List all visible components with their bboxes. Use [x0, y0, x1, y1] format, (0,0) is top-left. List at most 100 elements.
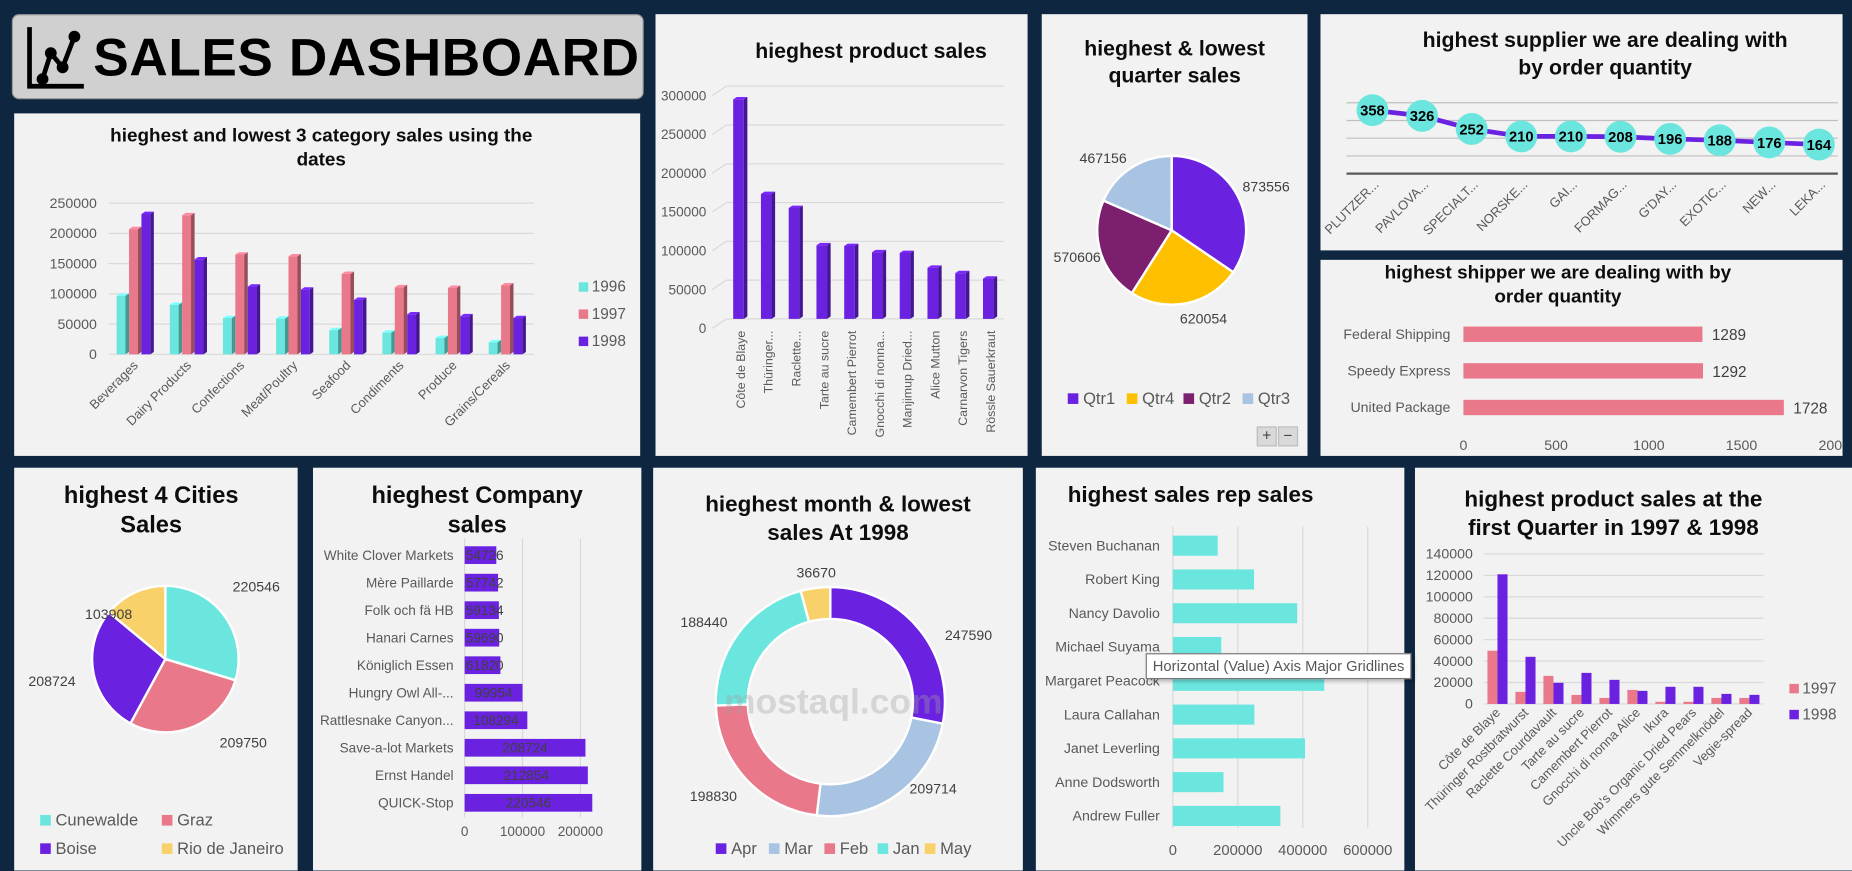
legend-swatch [924, 843, 936, 854]
y-category-label: Rattlesnake Canyon... [320, 713, 454, 728]
x-tick-label: 200000 [1213, 843, 1262, 859]
legend-label: 1997 [1802, 680, 1836, 697]
x-category-label: Raclette... [790, 331, 804, 387]
bar-side [178, 302, 183, 355]
cities-sales-chart[interactable]: highest 4 Cities Sales 220546 209750 20872… [14, 467, 298, 871]
y-tick-label: 200000 [50, 226, 97, 242]
legend-label: Qtr4 [1142, 389, 1174, 408]
bar [464, 738, 586, 757]
category-sales-chart[interactable]: hieghest and lowest 3 category sales usi… [14, 113, 641, 456]
quarter-sales-chart[interactable]: hieghest & lowest quarter sales 873556 62… [1041, 14, 1308, 456]
bar-value [871, 252, 883, 319]
legend-swatch [768, 843, 780, 854]
company-sales-chart[interactable]: hieghest Company sales 0 100000 200000 Whit… [312, 467, 642, 871]
chart-title-line: hieghest Company [371, 483, 583, 510]
data-label: 570606 [1054, 250, 1101, 266]
bar [464, 546, 497, 564]
bar-value [816, 245, 828, 319]
bar-top [955, 270, 970, 274]
bar [1172, 704, 1255, 725]
bar-top [460, 313, 473, 317]
bar-top [141, 211, 154, 215]
bar-1997 [1515, 691, 1526, 704]
x-category-label: FORMAG... [1571, 177, 1630, 236]
bar-side [403, 284, 408, 355]
data-point-marker [1703, 124, 1736, 157]
chart-title-line: quarter sales [1108, 63, 1241, 87]
bar-1998 [1721, 693, 1732, 704]
chart-title-line: order quantity [1494, 287, 1622, 308]
month-sales-chart[interactable]: hieghest month & lowest sales At 1998 24… [653, 467, 1023, 871]
bar-side [743, 97, 748, 319]
legend-swatch [161, 814, 173, 826]
bar-top [816, 242, 831, 246]
bar-top [407, 312, 420, 315]
x-category-label: Condiments [347, 357, 407, 417]
bar [464, 656, 501, 675]
x-category-label: Camembert Pierrot [845, 330, 859, 435]
legend-swatch [578, 309, 589, 319]
bar-1997 [447, 287, 457, 355]
bar-1998 [141, 214, 151, 355]
y-category-label: Janet Leverling [1064, 741, 1160, 757]
data-label: 1289 [1712, 327, 1746, 344]
y-tick-label: 100000 [661, 244, 707, 259]
bar-top [871, 249, 887, 253]
bar-1997 [288, 256, 298, 355]
product-sales-chart[interactable]: hieghest product sales 0 50000 100000 15000… [655, 14, 1028, 456]
y-category-label: Speedy Express [1347, 364, 1450, 380]
bar [1172, 535, 1218, 556]
data-label: 1292 [1712, 364, 1746, 381]
bar-side [231, 315, 236, 355]
data-label: 57742 [466, 575, 504, 590]
gridline-skew [711, 124, 727, 135]
x-tick-label: 1500 [1726, 438, 1758, 454]
y-tick-label: 300000 [661, 88, 707, 103]
chart-title: highest supplier we are dealing with by … [1368, 27, 1843, 80]
y-category-label: United Package [1350, 400, 1450, 416]
data-label: 212854 [504, 768, 550, 783]
legend-swatch [1126, 393, 1138, 404]
chart-title: highest shipper we are dealing with by o… [1320, 262, 1842, 309]
legend-swatch [578, 282, 589, 292]
slice-boise [91, 610, 167, 726]
bar-1997 [182, 215, 192, 355]
data-label: 210 [1559, 130, 1584, 146]
bar-1997 [1543, 675, 1554, 704]
supplier-chart[interactable]: highest supplier we are dealing with by … [1320, 14, 1843, 251]
data-label: 1728 [1793, 400, 1827, 417]
bar-side [137, 226, 142, 355]
bar-top [341, 271, 355, 274]
bar-1998 [1665, 686, 1676, 704]
chart-title-line: sales At 1998 [767, 520, 909, 546]
x-category-label: NORSKE... [1473, 177, 1530, 234]
bar-side [444, 335, 448, 355]
chart-title-line: Sales [120, 512, 183, 539]
bar-top [513, 315, 526, 319]
x-tick-label: 1000 [1633, 438, 1665, 454]
chart-title: hieghest & lowest quarter sales [1042, 35, 1308, 88]
legend-label: Jan [893, 839, 920, 858]
data-point-marker [1406, 99, 1439, 132]
y-category-label: Anne Dodsworth [1055, 775, 1160, 791]
bar-1998 [194, 259, 204, 355]
y-tick-label: 200000 [661, 166, 707, 181]
zoom-out-button[interactable]: − [1277, 426, 1299, 447]
chart-title-line: hieghest and lowest 3 category sales usi… [110, 126, 533, 147]
chart-title: hieghest Company sales [313, 482, 641, 541]
y-category-label: Nancy Davolio [1069, 606, 1160, 622]
chart-title: hieghest product sales [715, 38, 1028, 65]
bar [1172, 636, 1222, 658]
shipper-chart[interactable]: highest shipper we are dealing with by o… [1320, 259, 1843, 456]
bar [1172, 805, 1281, 826]
bar-1998 [407, 314, 417, 355]
bar-1997 [235, 254, 245, 355]
y-category-label: Hanari Carnes [366, 630, 454, 645]
chart-title-line: highest sales rep sales [1067, 483, 1314, 508]
legend-label: Feb [840, 839, 868, 858]
bar-1997 [129, 229, 138, 355]
data-point-marker [1455, 113, 1488, 145]
bar-top [788, 205, 803, 208]
first-quarter-chart[interactable]: highest product sales at the first Quart… [1414, 467, 1852, 871]
zoom-in-button[interactable]: + [1256, 426, 1277, 447]
